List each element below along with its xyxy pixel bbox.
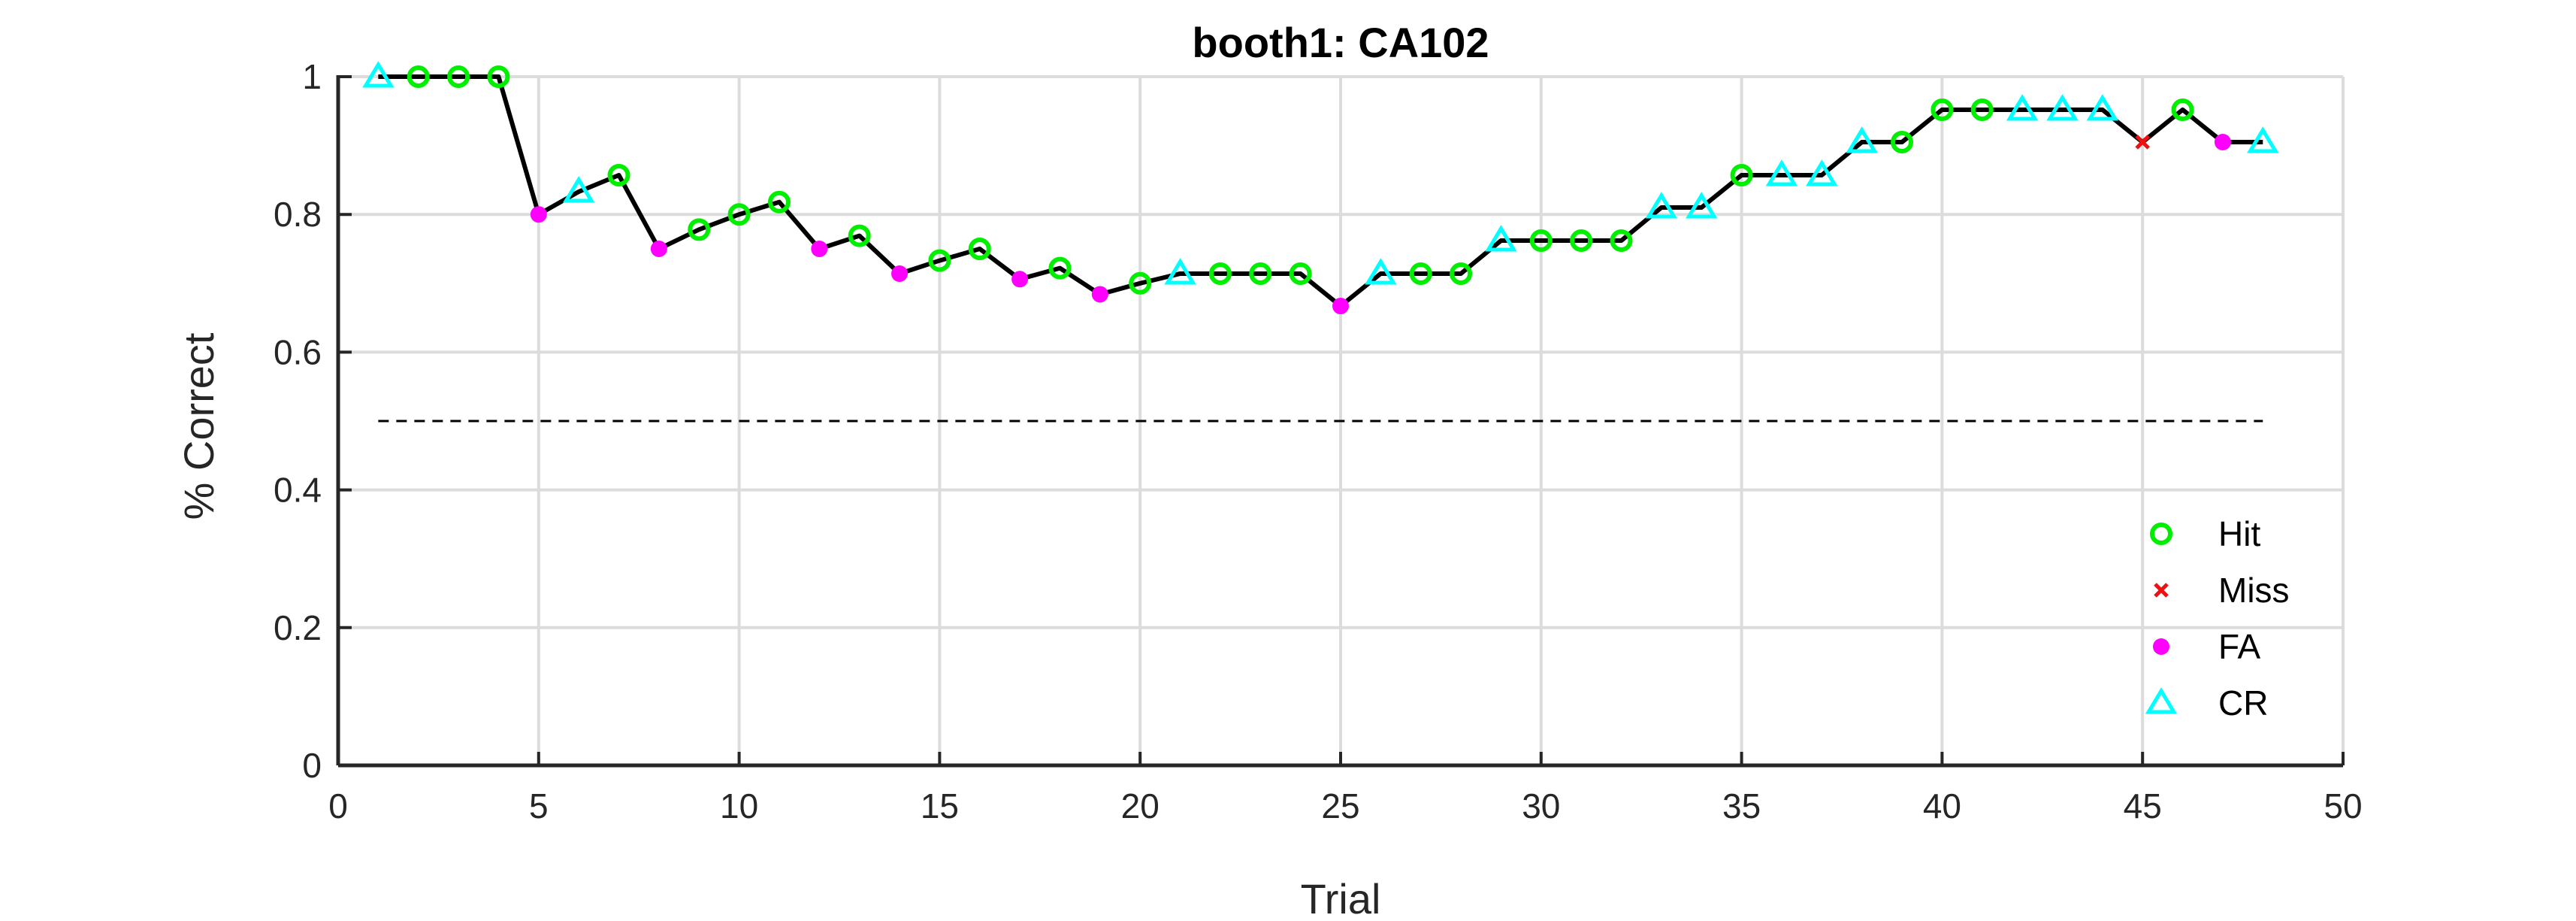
legend-label-cr: CR: [2218, 683, 2268, 723]
data-point-hit: [407, 65, 430, 88]
x-tick-label: 5: [529, 786, 549, 826]
data-point-hit: [1208, 262, 1232, 285]
legend-marker-miss: [2154, 583, 2169, 598]
data-point-fa: [650, 241, 667, 257]
legend-label-fa: FA: [2218, 627, 2261, 666]
data-point-hit: [848, 224, 871, 247]
x-tick-label: 35: [1722, 786, 1761, 826]
x-tick-label: 40: [1923, 786, 1961, 826]
data-point-hit: [688, 218, 711, 241]
y-tick-label: 1: [302, 57, 322, 96]
data-point-cr: [1645, 192, 1678, 219]
data-point-fa: [1091, 286, 1108, 303]
legend-label-miss: Miss: [2218, 571, 2290, 610]
data-point-cr: [562, 176, 595, 203]
data-point-hit: [1570, 229, 1593, 253]
x-tick-label: 0: [328, 786, 348, 826]
x-tick-label: 20: [1121, 786, 1160, 826]
data-point-hit: [447, 65, 470, 88]
data-point-cr: [1846, 126, 1878, 153]
data-point-cr: [1164, 258, 1196, 285]
y-tick-label: 0: [302, 746, 322, 785]
data-point-hit: [607, 163, 630, 186]
data-point-fa: [530, 206, 547, 223]
data-point-hit: [1249, 262, 1272, 285]
legend: Hit Miss FA CR: [2145, 514, 2290, 723]
data-point-hit: [1610, 229, 1633, 253]
data-point-cr: [2247, 126, 2279, 153]
legend-item-hit: Hit: [2150, 514, 2260, 553]
data-point-hit: [1730, 163, 1753, 186]
data-point-cr: [1686, 192, 1718, 219]
data-point-cr: [2046, 94, 2079, 121]
legend-item-fa: FA: [2153, 627, 2261, 666]
data-point-hit: [2171, 98, 2194, 121]
data-point-fa: [811, 241, 828, 257]
x-tick-label: 45: [2124, 786, 2162, 826]
data-point-fa: [891, 265, 909, 282]
data-point-cr: [1765, 159, 1798, 186]
data-point-hit: [1048, 256, 1072, 280]
grid: [338, 75, 2345, 765]
data-point-cr: [1806, 159, 1838, 186]
data-point-hit: [487, 65, 510, 88]
legend-marker-hit: [2150, 523, 2172, 545]
data-point-hit: [968, 238, 991, 260]
data-point-cr: [2006, 94, 2039, 121]
legend-marker-cr: [2145, 687, 2178, 714]
data-point-hit: [727, 203, 751, 226]
data-point-hit: [1930, 98, 1954, 121]
x-tick-label: 25: [1321, 786, 1359, 826]
legend-marker-fa: [2153, 638, 2169, 655]
data-point-hit: [1891, 131, 1914, 154]
chart-title: booth1: CA102: [1192, 19, 1489, 66]
legend-label-hit: Hit: [2218, 514, 2260, 553]
tick-labels: 0 5 10 15 20 25 30 35 40 45 50 0 0.2 0.4 0.6 0.8 1: [274, 57, 2363, 826]
data-point-hit: [1970, 98, 1994, 121]
data-point-hit: [1289, 262, 1312, 285]
x-tick-label: 10: [720, 786, 758, 826]
data-point-miss: [2135, 135, 2150, 150]
data-point-hit: [1450, 262, 1473, 285]
data-point-cr: [1365, 258, 1397, 285]
x-tick-label: 15: [921, 786, 959, 826]
y-tick-label: 0.2: [274, 608, 322, 647]
data-point-hit: [1529, 229, 1553, 253]
data-point-cr: [2086, 94, 2119, 121]
data-point-hit: [928, 249, 951, 272]
y-tick-label: 0.8: [274, 195, 322, 234]
data-point-hit: [1129, 271, 1152, 295]
data-point-cr: [362, 61, 395, 88]
x-tick-label: 30: [1522, 786, 1560, 826]
data-point-hit: [767, 190, 791, 214]
legend-item-cr: CR: [2145, 683, 2268, 723]
data-point-cr: [1485, 225, 1517, 252]
x-axis-title: Trial: [1301, 875, 1381, 921]
axes: [336, 75, 2345, 768]
y-tick-label: 0.4: [274, 471, 322, 510]
legend-item-miss: Miss: [2154, 571, 2290, 610]
data-point-hit: [1409, 262, 1432, 285]
data-point-fa: [1011, 271, 1029, 288]
y-axis-title: % Correct: [175, 332, 222, 520]
data-point-fa: [2214, 134, 2231, 151]
data-point-fa: [1332, 298, 1349, 315]
y-tick-label: 0.6: [274, 332, 322, 371]
x-tick-label: 50: [2324, 786, 2362, 826]
performance-line: [378, 74, 2263, 309]
data-markers: [362, 61, 2279, 315]
